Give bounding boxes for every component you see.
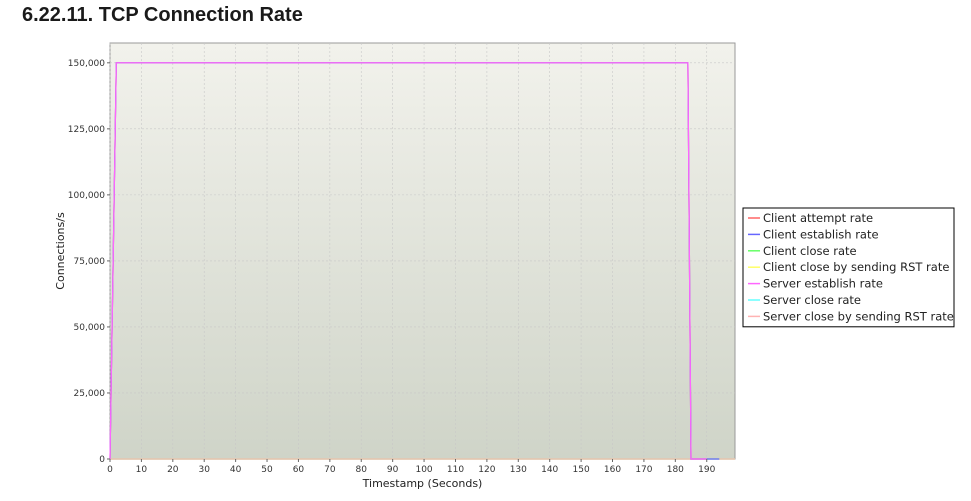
legend-label: Client close rate [763,244,857,258]
y-tick-label: 75,000 [74,257,106,267]
series-line [109,62,707,460]
legend-label: Server close by sending RST rate [763,309,954,323]
axes: 0 10 20 30 40 50 60 70 80 90 100 110 120 130 140 150 160… [68,59,716,475]
x-tick-label: 30 [198,465,210,475]
y-tick-label: 25,000 [74,389,106,399]
y-axis-label: Connections/s [54,212,67,290]
y-tick-label: 100,000 [68,191,105,201]
plot-area [109,42,736,460]
x-tick-label: 90 [387,465,399,475]
x-tick-label: 110 [447,465,464,475]
x-tick-label: 150 [573,465,590,475]
x-tick-label: 40 [230,465,242,475]
y-tick-label: 50,000 [74,323,106,333]
legend-box [742,207,955,328]
x-tick-label: 70 [324,465,336,475]
x-tick-label: 60 [293,465,305,475]
x-tick-label: 130 [510,465,527,475]
legend-label: Server establish rate [763,277,883,291]
x-tick-label: 0 [107,465,113,475]
series-lines [109,62,735,460]
x-tick-label: 120 [478,465,495,475]
x-tick-label: 140 [541,465,558,475]
grid-lines [109,43,735,459]
x-tick-label: 50 [261,465,273,475]
x-tick-label: 160 [604,465,621,475]
x-tick-label: 100 [415,465,432,475]
x-tick-label: 80 [356,465,368,475]
y-tick-label: 125,000 [68,125,105,135]
legend-label: Client close by sending RST rate [763,260,949,274]
section-title: 6.22.11. TCP Connection Rate [22,4,303,26]
x-tick-label: 10 [136,465,148,475]
x-axis-label: Timestamp (Seconds) [362,477,483,490]
x-tick-label: 180 [667,465,684,475]
legend: Client attempt rate Client establish rate… [742,207,955,328]
x-tick-label: 170 [635,465,652,475]
y-tick-label: 150,000 [68,59,105,69]
x-tick-label: 20 [167,465,179,475]
legend-label: Client establish rate [763,227,879,241]
legend-label: Client attempt rate [763,211,873,225]
x-tick-label: 190 [698,465,715,475]
legend-label: Server close rate [763,293,861,307]
y-tick-label: 0 [99,455,105,465]
